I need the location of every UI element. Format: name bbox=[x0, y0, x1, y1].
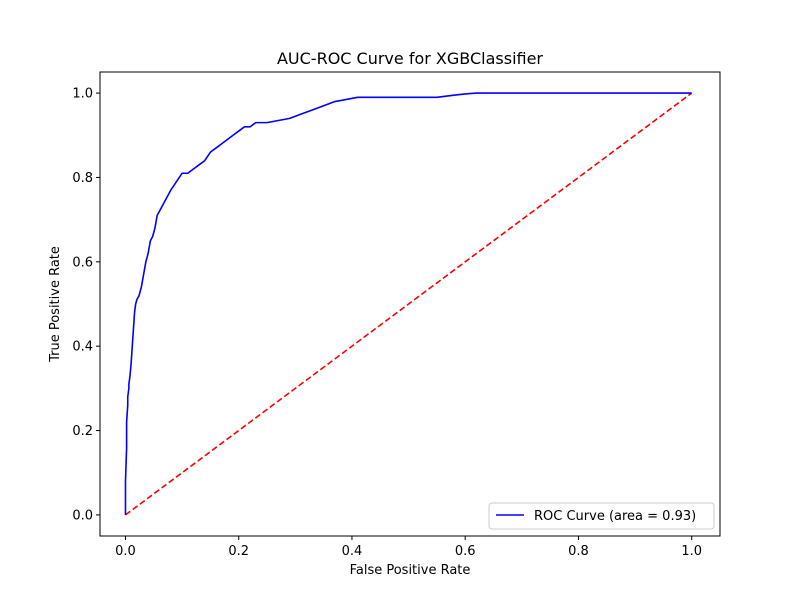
y-tick-label: 0.4 bbox=[72, 340, 93, 355]
x-tick-label: 0.0 bbox=[115, 544, 136, 559]
x-tick-label: 0.6 bbox=[455, 544, 476, 559]
y-tick-label: 0.6 bbox=[72, 255, 93, 270]
chart-title: AUC-ROC Curve for XGBClassifier bbox=[277, 49, 543, 68]
y-axis: 0.0 0.2 0.4 0.6 0.8 1.0 bbox=[72, 87, 100, 523]
y-tick-label: 1.0 bbox=[72, 87, 93, 102]
y-axis-label: True Positive Rate bbox=[48, 246, 63, 363]
x-tick-label: 1.0 bbox=[681, 544, 702, 559]
legend-box bbox=[488, 502, 715, 530]
x-axis: 0.0 0.2 0.4 0.6 0.8 1.0 bbox=[115, 536, 702, 559]
roc-curve-line bbox=[124, 92, 692, 515]
x-tick-label: 0.2 bbox=[228, 544, 249, 559]
diagonal-reference-line bbox=[125, 92, 693, 516]
y-tick-label: 0.8 bbox=[72, 171, 93, 186]
y-tick-label: 0.2 bbox=[72, 424, 93, 439]
plot-area bbox=[124, 92, 693, 516]
legend-label-roc: ROC Curve (area = 0.93) bbox=[534, 509, 696, 524]
x-axis-label: False Positive Rate bbox=[350, 563, 471, 578]
plot-frame bbox=[99, 71, 721, 537]
x-tick-label: 0.4 bbox=[342, 544, 363, 559]
y-tick-label: 0.0 bbox=[72, 508, 93, 523]
legend: ROC Curve (area = 0.93) bbox=[488, 502, 715, 530]
x-tick-label: 0.8 bbox=[568, 544, 589, 559]
